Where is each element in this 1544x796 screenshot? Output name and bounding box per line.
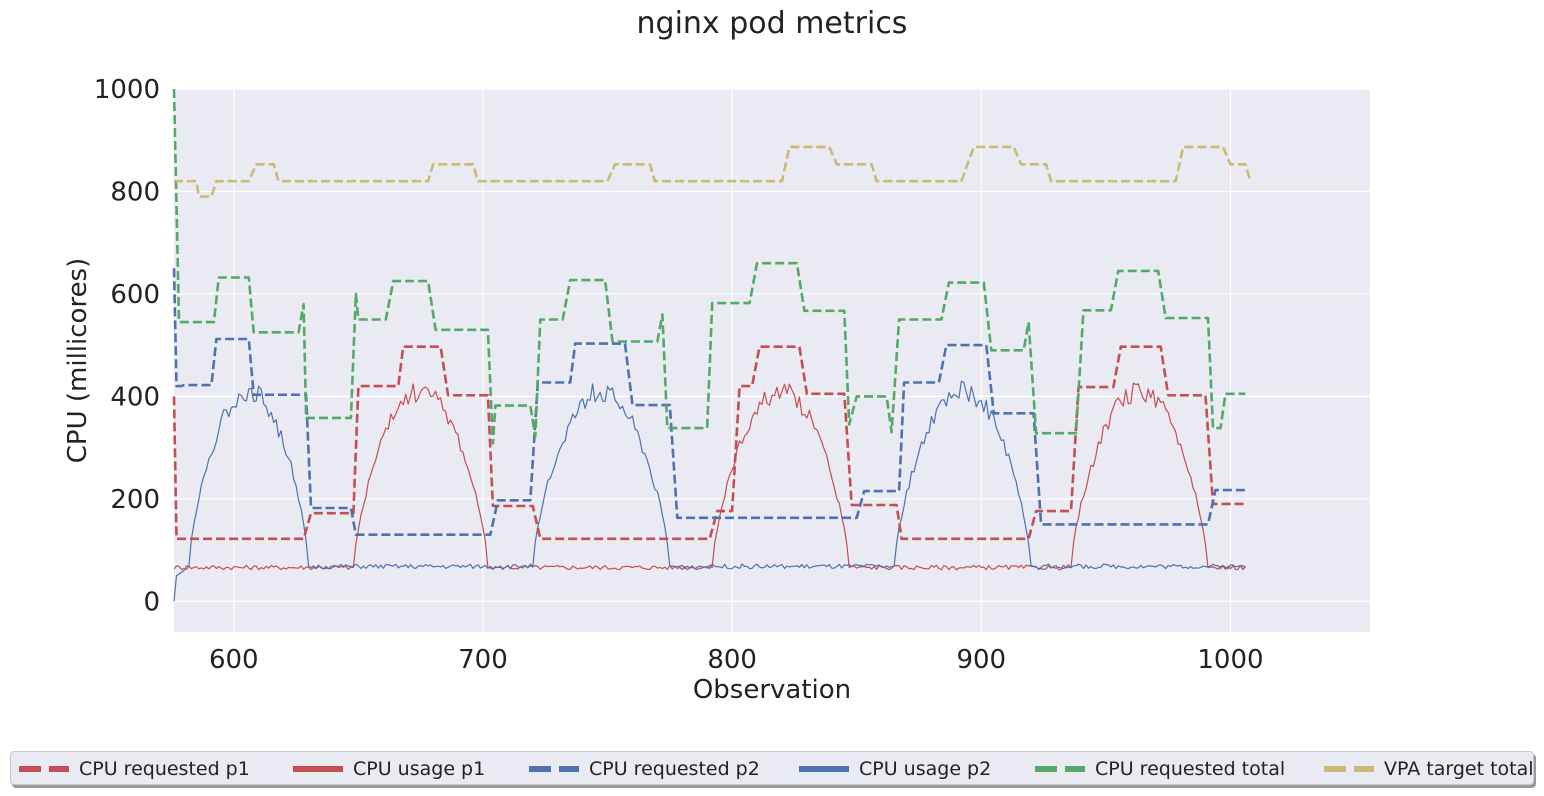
x-tick-label: 600 <box>209 645 259 675</box>
legend-swatch-solid-red <box>293 766 343 772</box>
series-line-vpa-target-total <box>174 145 1252 198</box>
y-tick-label: 200 <box>110 485 160 515</box>
chart-title: nginx pod metrics <box>637 6 908 41</box>
legend-item-cpu-requested-p1: CPU requested p1 <box>19 752 250 786</box>
legend-swatch-solid-blue <box>799 766 849 772</box>
series-layer <box>172 88 1252 602</box>
y-axis-label: CPU (millicores) <box>63 258 93 464</box>
legend-item-vpa-target-total: VPA target total <box>1324 752 1534 786</box>
legend-item-cpu-requested-total: CPU requested total <box>1035 752 1285 786</box>
legend-label: VPA target total <box>1384 758 1534 780</box>
legend-label: CPU requested p2 <box>589 758 760 780</box>
legend-item-cpu-requested-p2: CPU requested p2 <box>529 752 760 786</box>
y-tick-label: 600 <box>110 280 160 310</box>
plot-area <box>174 89 1370 632</box>
grid <box>174 88 1370 632</box>
legend-swatch-dashed-green <box>1035 766 1085 772</box>
legend-swatch-dashed-red <box>19 766 69 772</box>
legend-swatch-dashed-blue <box>529 766 579 772</box>
y-ticks: 0 200 400 600 800 1000 <box>94 75 160 617</box>
series-line-cpu-usage-p2 <box>173 380 1246 602</box>
line-chart: nginx pod metrics 600 700 800 900 1000 0 200 4… <box>63 6 1370 705</box>
y-tick-label: 400 <box>110 382 160 412</box>
legend-label: CPU requested p1 <box>79 758 250 780</box>
x-ticks: 600 700 800 900 1000 <box>209 645 1264 675</box>
x-tick-label: 800 <box>707 645 757 675</box>
x-axis-label: Observation <box>693 675 851 705</box>
legend-label: CPU requested total <box>1095 758 1286 780</box>
legend: CPU requested p1 CPU usage p1 CPU reques… <box>10 751 1534 785</box>
y-tick-label: 1000 <box>94 75 160 105</box>
y-tick-label: 0 <box>143 587 160 617</box>
x-tick-label: 900 <box>956 645 1006 675</box>
x-tick-label: 700 <box>458 645 508 675</box>
legend-swatch-dashed-gold <box>1324 766 1374 772</box>
legend-item-cpu-usage-p2: CPU usage p2 <box>799 752 991 786</box>
y-tick-label: 800 <box>110 177 160 207</box>
series-line-cpu-usage-p1 <box>173 382 1246 571</box>
x-tick-label: 1000 <box>1197 645 1263 675</box>
legend-item-cpu-usage-p1: CPU usage p1 <box>293 752 485 786</box>
legend-label: CPU usage p2 <box>859 758 992 780</box>
legend-label: CPU usage p1 <box>353 758 486 780</box>
series-line-cpu-requested-p2 <box>172 268 1246 536</box>
series-line-cpu-requested-p1 <box>172 345 1246 541</box>
